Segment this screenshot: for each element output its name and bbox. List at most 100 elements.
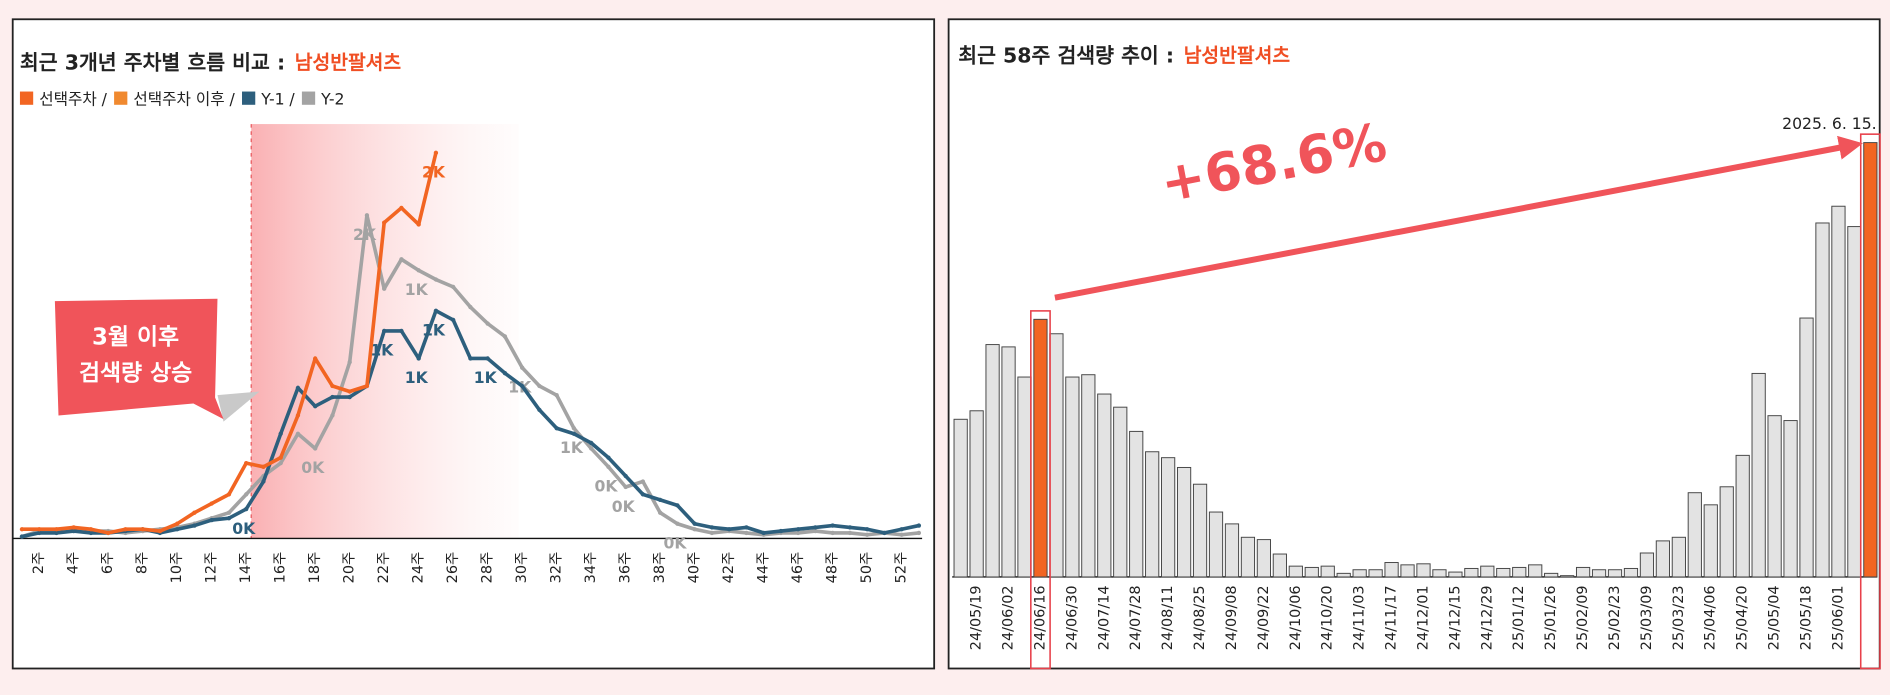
series-point: [347, 359, 352, 365]
highlight-box: [1030, 310, 1051, 670]
series-point: [813, 528, 818, 534]
series-point: [571, 426, 577, 431]
x-tick-label: 20주: [342, 552, 358, 584]
value-label: 0K: [594, 477, 618, 496]
series-point: [675, 503, 680, 508]
bar: [1288, 565, 1303, 578]
series-point: [209, 501, 214, 506]
legend-label: Y-2: [320, 89, 344, 108]
value-label: 1K: [474, 368, 498, 387]
bar: [1528, 564, 1543, 578]
bar: [1240, 536, 1256, 578]
bar: [1863, 142, 1878, 578]
series-point: [537, 407, 542, 413]
series-point: [882, 530, 887, 536]
bar: [1161, 457, 1176, 578]
value-label: 0K: [232, 519, 256, 538]
series-point: [433, 308, 439, 313]
x-tick-label: 22주: [376, 552, 392, 584]
series-point: [19, 534, 25, 539]
value-label: 2K: [422, 163, 446, 182]
bar: [1575, 566, 1591, 578]
series-point: [330, 383, 335, 389]
bar: [1607, 569, 1623, 578]
bar: [1751, 372, 1766, 578]
legend-swatch: [242, 91, 256, 105]
series-point: [313, 404, 318, 409]
bar: [1336, 572, 1351, 578]
x-tick-label: 48주: [825, 552, 841, 584]
bar: [1783, 420, 1798, 578]
series-point: [295, 413, 301, 418]
series-point: [640, 492, 646, 497]
series-point: [399, 257, 404, 262]
x-tick-label: 44주: [756, 552, 772, 584]
bar: [1065, 376, 1080, 578]
bar: [1129, 430, 1144, 578]
x-tick-label: 25/05/18: [1799, 585, 1815, 650]
bar: [1113, 406, 1128, 578]
series-point: [416, 268, 421, 273]
series-point: [88, 530, 94, 536]
x-tick-label: 25/06/01: [1830, 585, 1846, 650]
bar: [1831, 205, 1846, 578]
series-point: [433, 150, 439, 156]
series-point: [347, 389, 352, 394]
x-tick-label: 24/07/14: [1096, 585, 1112, 650]
series-point: [606, 455, 611, 460]
x-tick-label: 24/12/29: [1479, 585, 1495, 650]
x-tick-label: 50주: [859, 552, 875, 584]
series-point: [726, 527, 732, 532]
bar: [1320, 565, 1335, 578]
bar: [1544, 572, 1559, 578]
series-point: [588, 446, 594, 451]
series-point: [175, 527, 180, 532]
x-tick-label: 25/05/04: [1767, 585, 1783, 650]
series-point: [657, 497, 663, 503]
x-tick-label: 12주: [204, 552, 220, 584]
bar: [1591, 569, 1607, 578]
legend-label: Y-1: [260, 89, 284, 108]
bar: [953, 418, 968, 578]
x-tick-label: 24/10/20: [1320, 585, 1336, 650]
series-point: [226, 510, 232, 515]
series-point: [520, 383, 525, 389]
value-label: 2K: [353, 225, 377, 244]
series-point: [692, 527, 697, 532]
series-point: [571, 431, 577, 436]
value-label: 1K: [405, 280, 429, 299]
series-point: [744, 530, 749, 536]
x-tick-label: 24/08/11: [1160, 585, 1176, 650]
legend-separator: /: [230, 89, 236, 108]
series-point: [382, 286, 387, 291]
legend-separator: /: [102, 89, 108, 108]
series-point: [485, 321, 490, 326]
bar: [1192, 483, 1208, 578]
x-tick-label: 38주: [652, 552, 668, 584]
legend-swatch: [114, 91, 128, 105]
bar: [1049, 333, 1064, 578]
series-point: [278, 460, 283, 466]
x-tick-label: 34주: [583, 552, 599, 584]
series-point: [71, 525, 76, 530]
x-tick-label: 24/12/15: [1447, 585, 1463, 650]
series-point: [37, 530, 42, 536]
series-point: [847, 530, 853, 536]
value-label: 1K: [405, 368, 429, 387]
bar: [1368, 569, 1383, 578]
series-point: [123, 527, 128, 532]
bar: [1735, 454, 1750, 578]
series-point: [468, 304, 473, 310]
x-tick-label: 24/12/01: [1415, 585, 1431, 650]
value-label: 1K: [370, 341, 394, 360]
bar: [1017, 376, 1032, 578]
callout-text: 검색량 상승: [79, 360, 192, 386]
x-tick-label: 24/10/06: [1288, 585, 1304, 650]
legend-swatch: [301, 91, 316, 105]
series-point: [209, 517, 214, 523]
x-tick-label: 25/04/20: [1735, 585, 1751, 650]
bar: [1496, 567, 1511, 578]
value-label: 0K: [612, 497, 636, 516]
value-label: 1K: [560, 438, 584, 457]
